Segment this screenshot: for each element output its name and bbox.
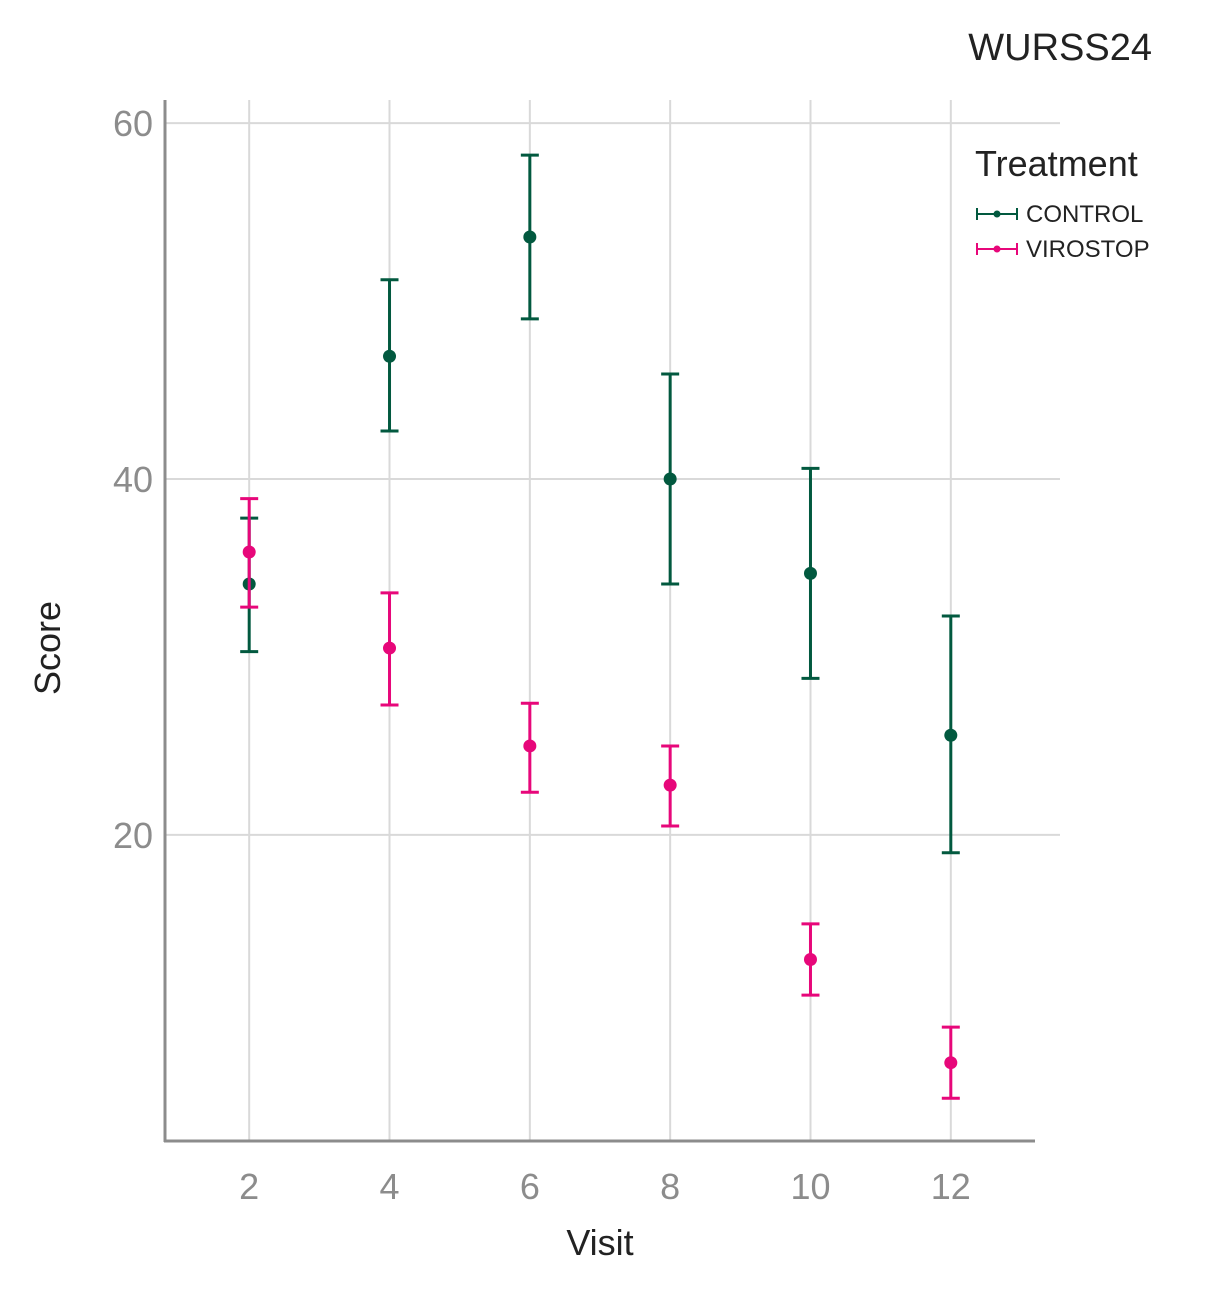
grid-layer bbox=[165, 100, 1060, 1141]
data-point bbox=[944, 728, 958, 742]
chart-title: WURSS24 bbox=[968, 27, 1152, 69]
data-point bbox=[944, 1056, 958, 1070]
x-tick-label: 6 bbox=[520, 1166, 540, 1207]
legend-item-virostop: VIROSTOP bbox=[976, 236, 1150, 263]
data-point bbox=[383, 641, 397, 655]
legend-items: CONTROL VIROSTOP bbox=[976, 201, 1150, 263]
data-point bbox=[523, 230, 537, 244]
tick-labels: 2 4 6 8 10 12 20 40 60 bbox=[113, 103, 971, 1207]
data-point bbox=[663, 778, 677, 792]
legend: Treatment CONTROL VIROSTOP bbox=[975, 143, 1150, 263]
x-tick-label: 10 bbox=[790, 1166, 830, 1207]
data-point bbox=[383, 349, 397, 363]
x-tick-label: 2 bbox=[239, 1166, 259, 1207]
legend-title: Treatment bbox=[975, 143, 1138, 184]
y-tick-label: 20 bbox=[113, 815, 153, 856]
series-virostop bbox=[240, 497, 960, 1100]
axes-layer bbox=[163, 100, 1035, 1143]
series-layer bbox=[240, 153, 960, 1100]
data-point bbox=[803, 952, 817, 966]
legend-label: CONTROL bbox=[1026, 201, 1143, 228]
y-tick-label: 40 bbox=[113, 459, 153, 500]
y-tick-label: 60 bbox=[113, 103, 153, 144]
x-tick-label: 4 bbox=[380, 1166, 400, 1207]
series-control bbox=[240, 153, 960, 855]
legend-item-control: CONTROL bbox=[976, 201, 1143, 228]
legend-key-point bbox=[993, 245, 1001, 253]
legend-label: VIROSTOP bbox=[1026, 236, 1150, 263]
data-point bbox=[803, 566, 817, 580]
data-point bbox=[663, 472, 677, 486]
x-tick-label: 12 bbox=[931, 1166, 971, 1207]
y-axis-title: Score bbox=[27, 601, 68, 695]
data-point bbox=[523, 739, 537, 753]
data-point bbox=[242, 545, 256, 559]
x-axis-title: Visit bbox=[566, 1222, 633, 1263]
legend-key-point bbox=[993, 210, 1001, 218]
x-tick-label: 8 bbox=[660, 1166, 680, 1207]
